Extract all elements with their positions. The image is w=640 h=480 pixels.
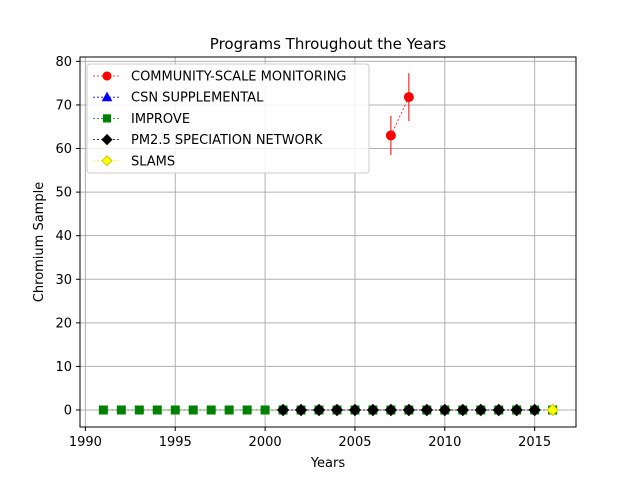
data-point (224, 405, 234, 415)
x-axis-label: Years (310, 456, 346, 471)
data-point (474, 403, 487, 417)
data-point (98, 405, 108, 415)
data-point (312, 403, 326, 417)
y-tick-label: 70 (55, 98, 72, 113)
legend-label: IMPROVE (131, 112, 190, 127)
legend-label: PM2.5 SPECIATION NETWORK (131, 133, 323, 148)
legend-marker (102, 71, 112, 81)
y-tick-label: 60 (55, 142, 72, 157)
data-point (492, 403, 505, 417)
data-point (510, 403, 523, 417)
x-tick-label: 2000 (249, 435, 282, 450)
data-point (276, 403, 290, 417)
data-point (402, 403, 416, 417)
chart-title: Programs Throughout the Years (210, 35, 447, 53)
legend-marker (101, 155, 113, 167)
data-point (134, 405, 144, 415)
legend-item: CSN SUPPLEMENTAL (93, 91, 264, 106)
series-3 (276, 403, 541, 417)
series-layer (98, 73, 559, 417)
data-point (188, 405, 198, 415)
data-point (438, 403, 452, 417)
x-tick-label: 2005 (338, 435, 371, 450)
y-tick-label: 80 (55, 55, 72, 70)
data-point (294, 403, 308, 417)
series-0 (385, 73, 414, 156)
series-4 (546, 403, 559, 417)
data-point (528, 403, 541, 417)
data-point (420, 403, 434, 417)
legend-label: CSN SUPPLEMENTAL (131, 91, 264, 106)
x-tick-label: 2010 (428, 435, 461, 450)
data-point (403, 92, 414, 103)
legend-marker (101, 91, 113, 102)
x-tick-label: 1990 (69, 435, 102, 450)
data-point (384, 403, 398, 417)
y-tick-label: 50 (55, 186, 72, 201)
legend-item: COMMUNITY-SCALE MONITORING (93, 70, 347, 85)
ticks: 1990 1995 2000 2005 2010 2015 0 10 20 30 40 50 60 70 8… (55, 55, 551, 450)
data-point (456, 403, 469, 417)
data-point (206, 405, 216, 415)
data-point (116, 405, 126, 415)
data-point (330, 403, 344, 417)
legend-box (86, 63, 370, 174)
data-point (242, 405, 252, 415)
legend-marker (101, 133, 113, 146)
legend: COMMUNITY-SCALE MONITORING CSN SUPPLEMENT… (86, 63, 370, 174)
y-tick-label: 40 (55, 229, 72, 244)
legend-item: PM2.5 SPECIATION NETWORK (93, 133, 323, 148)
plot-frame (79, 56, 577, 428)
data-point (260, 405, 270, 415)
y-axis-label: Chromium Sample (32, 182, 47, 302)
y-tick-label: 30 (55, 273, 72, 288)
y-tick-label: 20 (55, 316, 72, 331)
data-point (385, 130, 396, 141)
legend-label: SLAMS (131, 154, 175, 169)
data-point (348, 403, 362, 417)
series-line (390, 96, 410, 136)
data-point (170, 405, 180, 415)
y-tick-label: 0 (64, 404, 72, 419)
data-point (152, 405, 162, 415)
data-point (546, 403, 559, 417)
data-point (366, 403, 380, 417)
y-tick-label: 10 (55, 360, 72, 375)
x-tick-label: 1995 (159, 435, 192, 450)
legend-item: SLAMS (93, 154, 175, 169)
x-tick-label: 2015 (518, 435, 551, 450)
legend-item: IMPROVE (93, 112, 190, 127)
legend-label: COMMUNITY-SCALE MONITORING (131, 70, 347, 85)
legend-marker (102, 114, 112, 123)
